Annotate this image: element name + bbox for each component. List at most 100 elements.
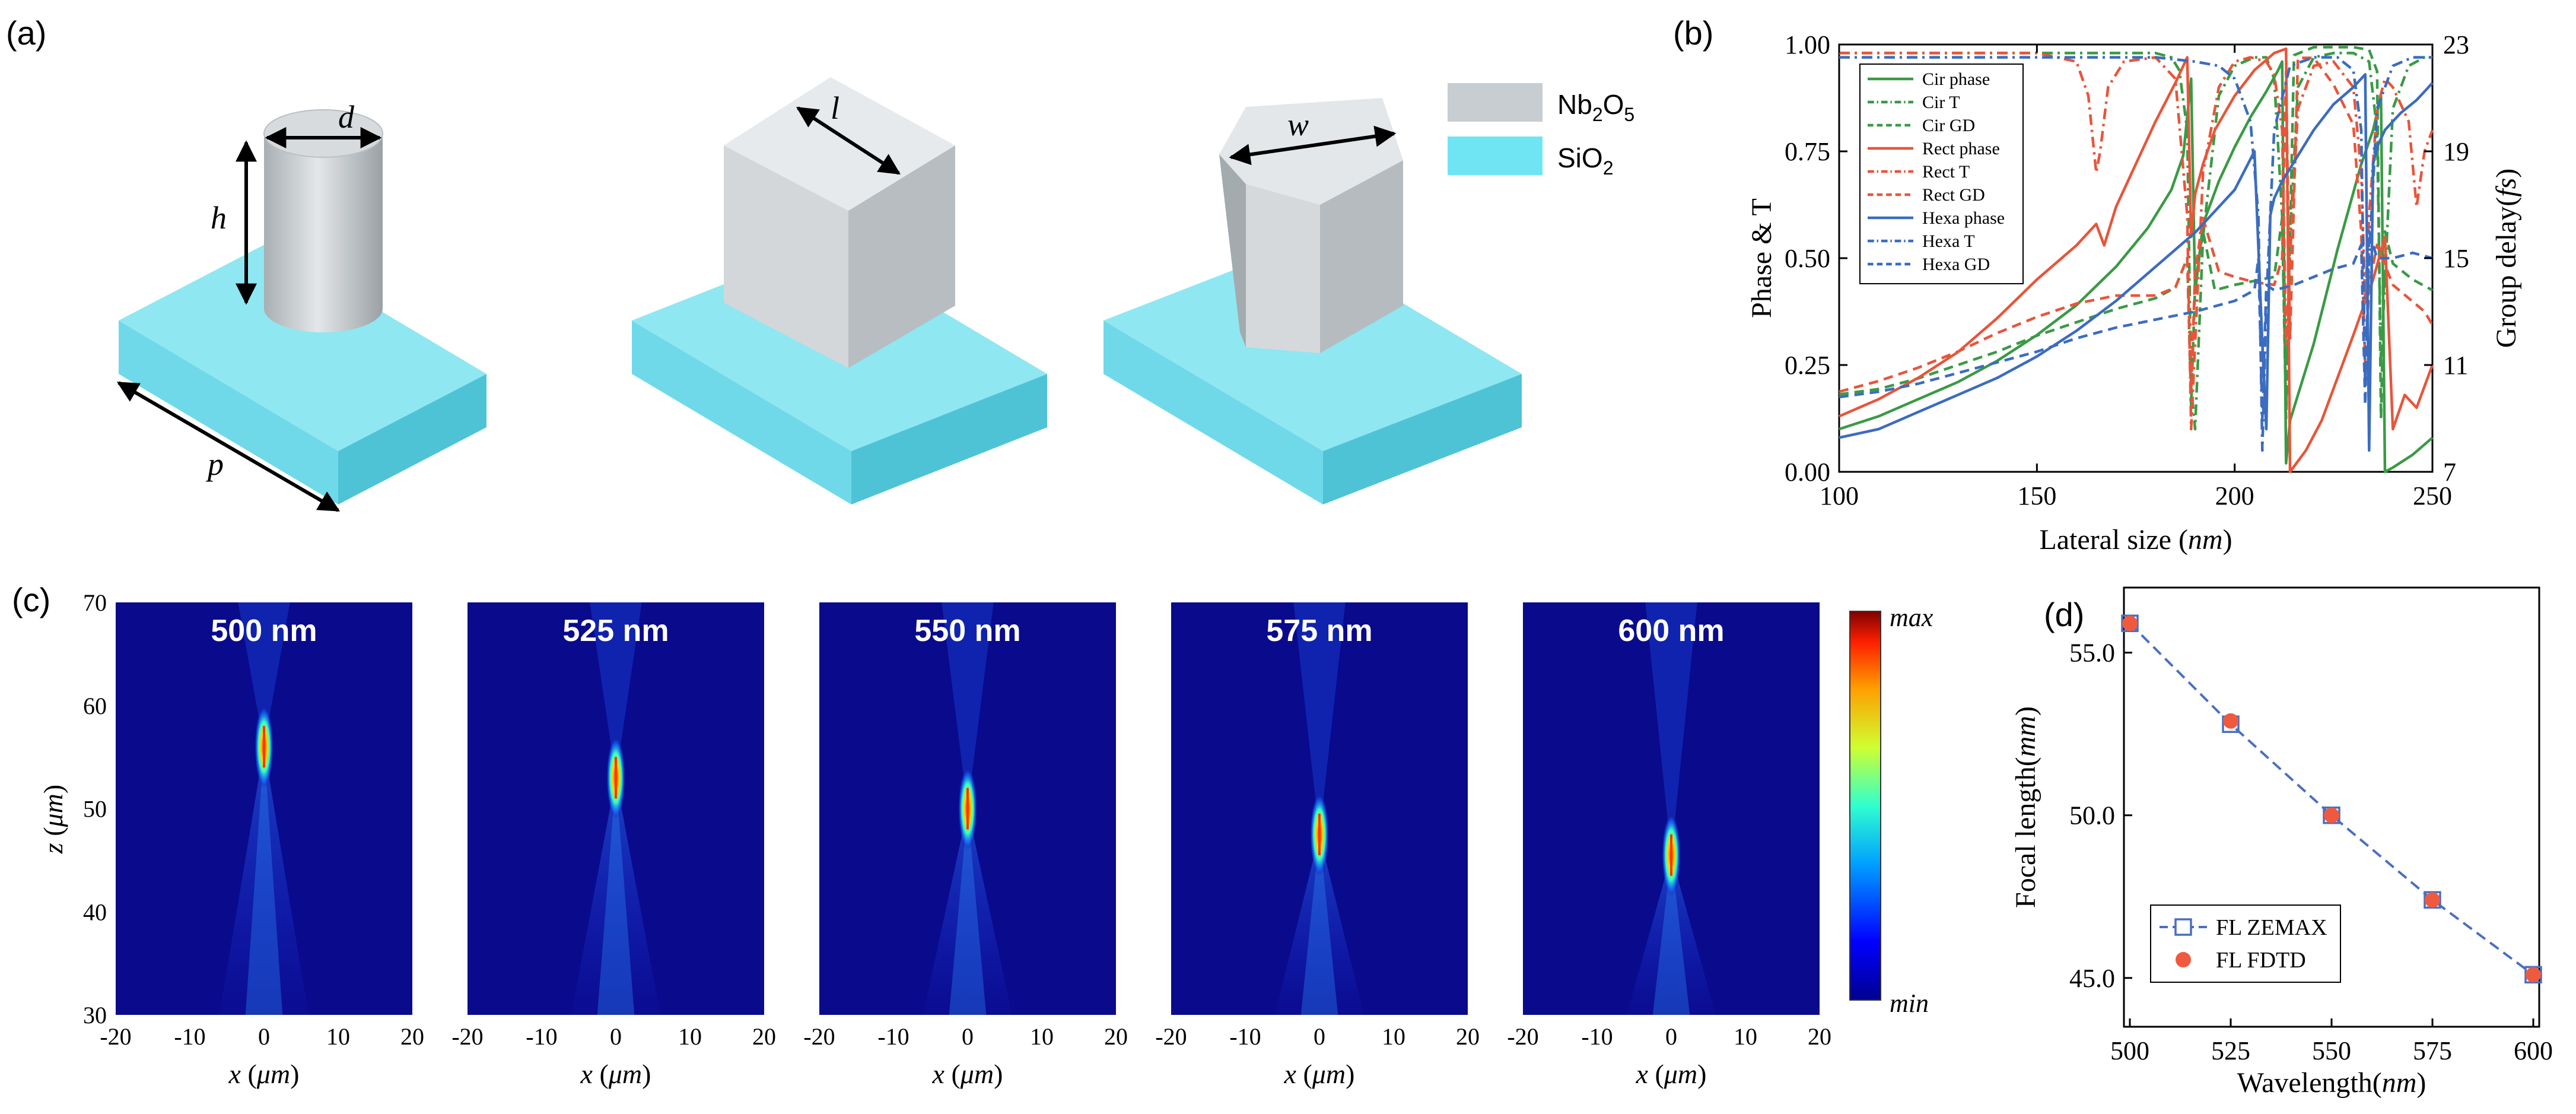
cube-front: [724, 145, 848, 368]
x-tick-label: 575: [2413, 1036, 2452, 1065]
label-d: d: [338, 99, 355, 135]
legend-label: Rect GD: [1922, 185, 1985, 205]
y-tick-label: 70: [83, 589, 107, 616]
x-tick-label: 10: [1734, 1023, 1757, 1050]
beam-divergence: [1293, 602, 1346, 834]
label-w: w: [1287, 107, 1309, 142]
cube-side: [848, 145, 955, 368]
chart-c-ylabel: z (μm): [38, 785, 68, 854]
x-tick-label: 150: [2017, 481, 2056, 510]
legend-zemax-label: FL ZEMAX: [2216, 915, 2327, 940]
y-tick-label: 40: [83, 899, 107, 925]
field-map-panel: 600 nm -20 -10 0 10 20 x (μm): [1507, 602, 1831, 1089]
x-axis-label: x (μm): [580, 1059, 651, 1089]
substrate-side: [851, 374, 1047, 504]
y-tick-label: 55.0: [2069, 639, 2115, 668]
legend-fdtd-label: FL FDTD: [2216, 948, 2306, 973]
y-tick-label: 45.0: [2069, 964, 2115, 993]
series-hexa-t: [1839, 56, 2432, 452]
panel-b: (b) 100 150 200 2500.000.250.500.751.007111…: [1673, 14, 2522, 556]
substrate-front: [1103, 320, 1323, 504]
panel-label-d: (d): [2044, 596, 2084, 633]
legend-label: Hexa phase: [1922, 208, 2005, 228]
beam-core: [597, 777, 635, 1015]
x-tick-label: 20: [1808, 1023, 1831, 1050]
unit-cell-hexagon: w: [1103, 98, 1522, 504]
wavelength-label: 550 nm: [914, 614, 1020, 648]
x-tick-label: -20: [803, 1023, 835, 1050]
y-tick-label: 0.50: [1785, 244, 1830, 273]
x-axis-label: x (μm): [1284, 1059, 1355, 1089]
beam-cone: [923, 808, 1012, 1015]
y-tick-label: 0.75: [1785, 137, 1830, 166]
chart-b-xlabel: Lateral size (nm): [2039, 524, 2232, 556]
chart-c-panels: 500 nm -20 -10 0 10 20 x (μm) 30 40 50 60 70 525 nm -…: [83, 589, 1831, 1089]
nb2o5-swatch: [1448, 83, 1543, 122]
substrate-top: [119, 243, 486, 451]
panel-c: (c) z (μm) 500 nm-20 -10 0 10 20x (μm)304050…: [12, 581, 1933, 1089]
panel-label-b: (b): [1673, 14, 1713, 52]
fdtd-point: [2324, 807, 2339, 823]
legend-label: Cir T: [1922, 93, 1960, 112]
y-tick-label: 30: [83, 1002, 107, 1029]
y2-tick-label: 15: [2443, 244, 2469, 273]
hex-face-front: [1246, 184, 1320, 353]
chart-b-y2label: Group delay(fs): [2491, 169, 2522, 348]
x-tick-label: -20: [100, 1023, 131, 1050]
beam-divergence: [942, 602, 994, 809]
x-tick-label: 0: [1314, 1023, 1325, 1050]
sio2-swatch: [1448, 137, 1543, 175]
legend-label: Cir phase: [1922, 69, 1990, 89]
panel-label-a: (a): [6, 14, 46, 52]
x-tick-label: -10: [877, 1023, 909, 1050]
legend-label: Cir GD: [1922, 116, 1975, 135]
panel-d: (d) 500 525 550 575 600 45.0 50.0 55.0 Waveleng…: [2010, 586, 2553, 1099]
legend-fdtd-marker: [2176, 952, 2191, 967]
unit-cell-cube: l: [632, 77, 1047, 504]
wavelength-label: 575 nm: [1266, 614, 1372, 648]
chart-d-axes: 500 525 550 575 600 45.0 50.0 55.0: [2069, 639, 2553, 1065]
panel-a: (a) d h p l: [6, 14, 1634, 512]
colorbar: [1849, 611, 1881, 1001]
label-h: h: [211, 200, 227, 236]
cylinder-pillar: [264, 134, 383, 332]
x-tick-label: -10: [526, 1023, 557, 1050]
chart-d-series: [2121, 614, 2542, 984]
substrate-side: [1323, 374, 1522, 504]
x-tick-label: -10: [1229, 1023, 1261, 1050]
x-tick-label: 20: [400, 1023, 424, 1050]
x-tick-label: -20: [1507, 1023, 1538, 1050]
beam-core: [949, 808, 987, 1015]
hex-face-left: [1219, 154, 1246, 347]
x-tick-label: 0: [1665, 1023, 1677, 1050]
x-axis-label: x (μm): [1636, 1059, 1707, 1089]
x-tick-label: 20: [752, 1023, 776, 1050]
legend-label: Rect T: [1922, 162, 1970, 182]
x-axis-label: x (μm): [932, 1059, 1003, 1089]
y2-tick-label: 19: [2443, 137, 2469, 166]
series-hexa-gd: [1839, 230, 2433, 420]
chart-b-ylabel: Phase & T: [1746, 198, 1777, 318]
x-tick-label: 10: [1382, 1023, 1405, 1050]
x-tick-label: 0: [258, 1023, 270, 1050]
y-tick-label: 60: [83, 693, 107, 719]
wavelength-label: 500 nm: [211, 614, 317, 648]
x-tick-label: -10: [174, 1023, 205, 1050]
cylinder-top: [263, 109, 383, 158]
x-tick-label: 20: [1104, 1023, 1128, 1050]
field-map-panel: 500 nm -20 -10 0 10 20 x (μm) 30 40 50 60 70: [83, 589, 424, 1089]
y-tick-label: 0.00: [1785, 458, 1830, 487]
field-map-panel: 525 nm -20 -10 0 10 20 x (μm): [451, 602, 776, 1089]
label-l: l: [831, 90, 839, 126]
x-tick-label: -10: [1581, 1023, 1613, 1050]
x-tick-label: -20: [1155, 1023, 1187, 1050]
chart-b-series: [1839, 46, 2434, 474]
field-map-panel: 575 nm -20 -10 0 10 20 x (μm): [1155, 602, 1480, 1089]
fdtd-point: [2526, 967, 2541, 983]
x-tick-label: 0: [962, 1023, 974, 1050]
beam-divergence: [590, 602, 642, 778]
beam-core: [1300, 834, 1338, 1015]
x-axis-label: x (μm): [228, 1059, 300, 1089]
fdtd-point: [2122, 615, 2138, 631]
